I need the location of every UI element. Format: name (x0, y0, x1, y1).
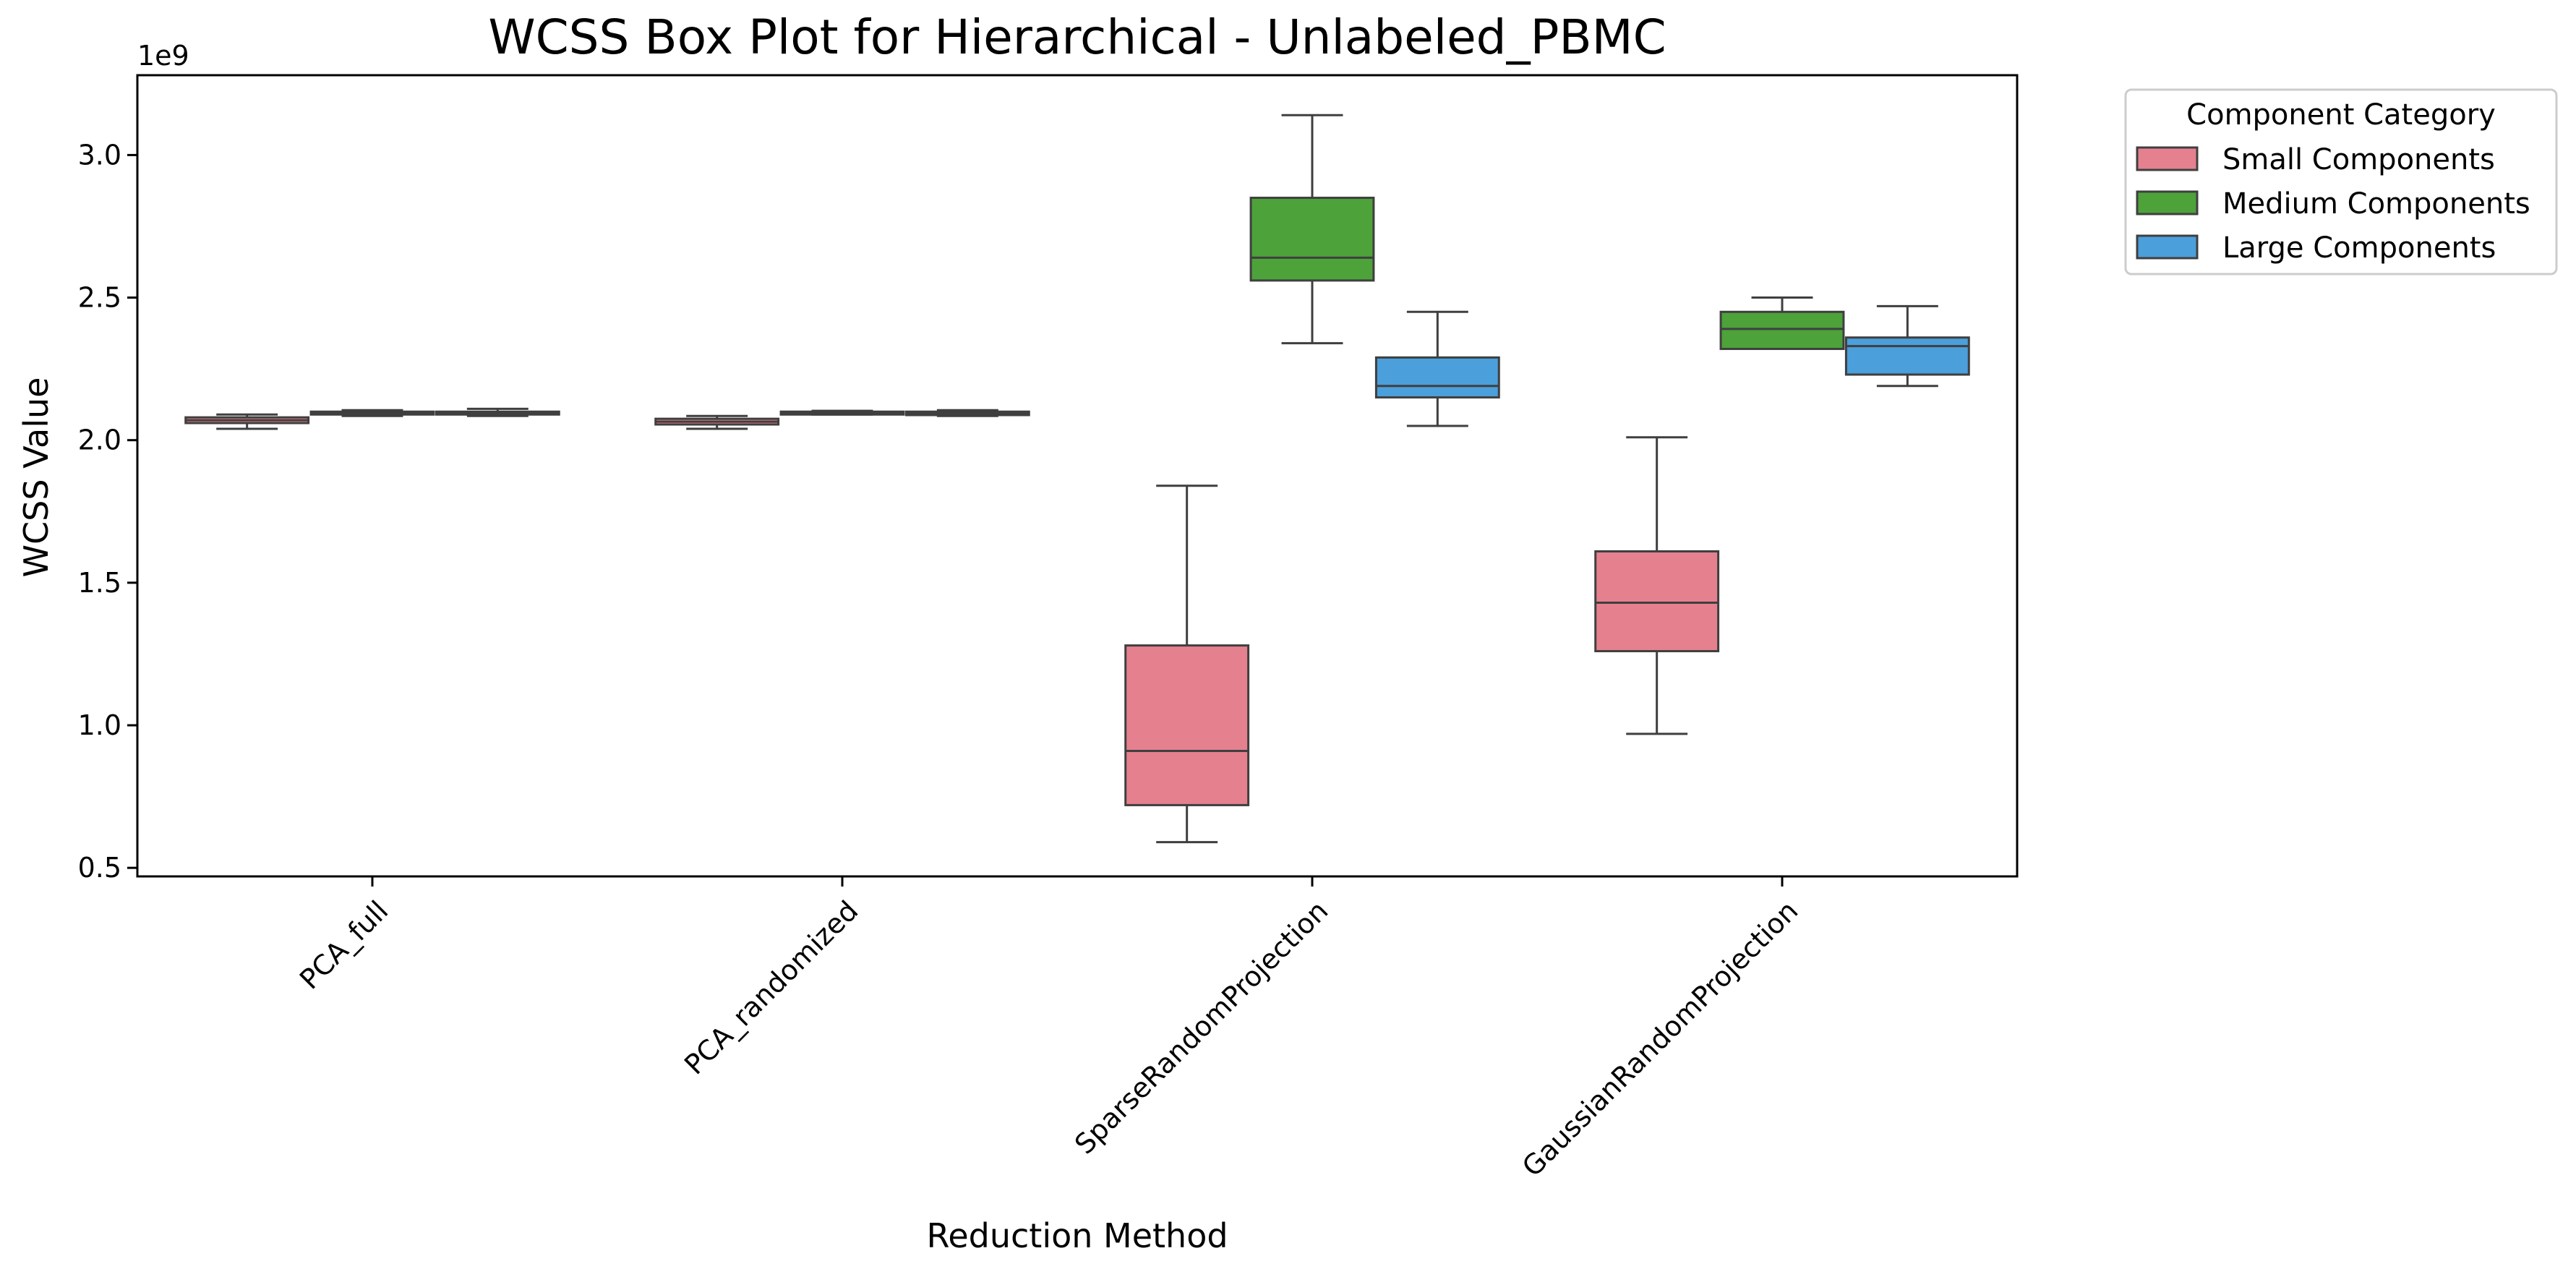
box-large-components-3 (1844, 304, 1970, 388)
box-body (1594, 550, 1720, 652)
y-tick-label: 0.5 (78, 852, 121, 884)
box-large-components-0 (435, 407, 560, 417)
chart-title: WCSS Box Plot for Hierarchical - Unlabel… (488, 9, 1666, 65)
legend-frame (2124, 88, 2558, 276)
y-tick-label: 2.0 (78, 424, 121, 456)
box-small-components-1 (654, 414, 780, 430)
box-small-components-3 (1594, 436, 1720, 735)
plot-background (137, 75, 2017, 876)
legend-entry-label: Large Components (2222, 231, 2496, 265)
legend: Component Category Small Components Mediu… (2124, 88, 2558, 276)
legend-entries: Small Components Medium Components Large C… (2136, 143, 2530, 265)
box-medium-components-1 (779, 409, 905, 416)
box-medium-components-2 (1249, 114, 1375, 345)
legend-swatch (2136, 190, 2199, 215)
y-tick-label: 1.5 (78, 567, 121, 599)
box-body (1719, 310, 1845, 351)
box-small-components-2 (1124, 484, 1250, 844)
legend-swatch (2136, 234, 2199, 260)
axes-frame (136, 74, 2019, 878)
box-medium-components-3 (1719, 296, 1845, 351)
box-medium-components-0 (309, 409, 435, 417)
box-body (1844, 336, 1970, 376)
box-large-components-2 (1374, 310, 1500, 427)
legend-entry-label: Small Components (2222, 143, 2495, 176)
y-tick-label: 3.0 (78, 139, 121, 171)
y-axis-label: WCSS Value (17, 377, 56, 578)
box-large-components-1 (904, 409, 1030, 417)
box-body (1374, 356, 1500, 399)
box-small-components-0 (184, 413, 310, 430)
legend-title: Component Category (2186, 98, 2496, 132)
y-tick-label: 2.5 (78, 282, 121, 314)
x-axis-label: Reduction Method (926, 1216, 1228, 1255)
legend-entry-label: Medium Components (2222, 187, 2530, 221)
y-tick-label: 1.0 (78, 709, 121, 741)
box-body (1124, 644, 1250, 806)
legend-swatch (2136, 146, 2199, 171)
y-axis-offset-label: 1e9 (137, 40, 189, 72)
box-body (1249, 197, 1375, 282)
